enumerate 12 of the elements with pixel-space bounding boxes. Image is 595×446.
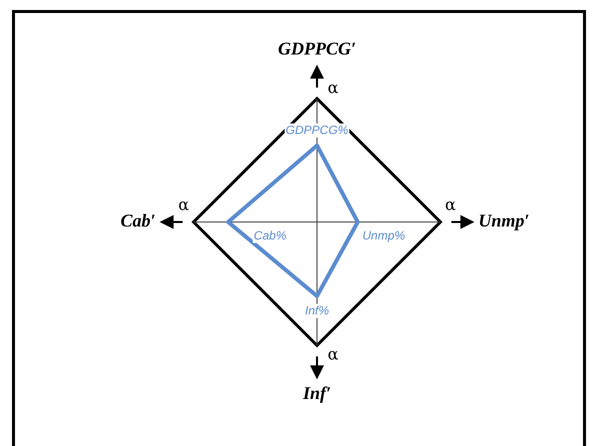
- text: Cab%: [254, 228, 287, 242]
- spoke-label: GDPPCG′: [278, 38, 356, 58]
- text: α: [328, 78, 339, 97]
- text: α: [178, 195, 190, 214]
- spoke-label: Cab′: [120, 210, 156, 231]
- text: GDPPCG%: [286, 122, 349, 137]
- spoke-label: Inf′: [302, 382, 332, 403]
- text: α: [444, 195, 456, 214]
- spoke-label: Unmp′: [478, 210, 530, 231]
- text: Inf%: [304, 303, 330, 318]
- text: α: [328, 344, 339, 364]
- text: Unmp%: [362, 228, 406, 242]
